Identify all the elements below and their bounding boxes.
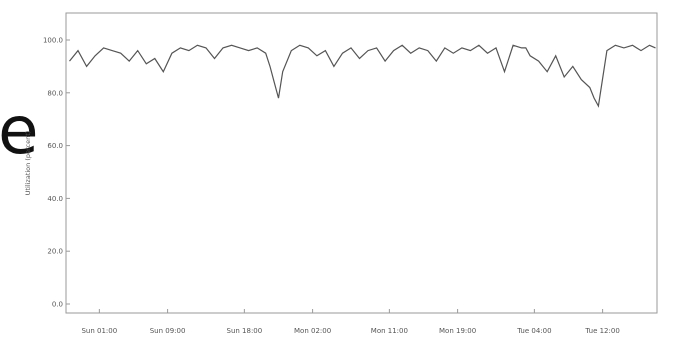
x-tick-label: Sun 01:00	[81, 327, 117, 335]
y-tick-label: 40.0	[47, 195, 63, 203]
x-tick-label: Mon 11:00	[371, 327, 408, 335]
x-tick-label: Sun 18:00	[227, 327, 263, 335]
y-tick-label: 100.0	[43, 37, 63, 45]
utilization-series-line	[69, 44, 656, 108]
x-tick-label: Sun 09:00	[150, 327, 186, 335]
y-tick-label: 20.0	[47, 248, 63, 256]
x-tick-label: Tue 04:00	[516, 327, 551, 335]
x-tick-label: Mon 19:00	[439, 327, 476, 335]
partial-text-glyph: e	[0, 92, 39, 169]
y-tick-label: 0.0	[52, 301, 63, 309]
x-tick-label: Tue 12:00	[584, 327, 619, 335]
y-tick-label: 60.0	[47, 142, 63, 150]
y-axis: 0.0 20.0 40.0 60.0 80.0 100.0	[43, 37, 70, 309]
y-tick-label: 80.0	[47, 89, 63, 97]
x-tick-label: Mon 02:00	[294, 327, 331, 335]
x-axis: Sun 01:00 Sun 09:00 Sun 18:00 Mon 02:00 Mon …	[81, 309, 620, 335]
y-axis-title: Utilization (percent)	[24, 131, 32, 196]
